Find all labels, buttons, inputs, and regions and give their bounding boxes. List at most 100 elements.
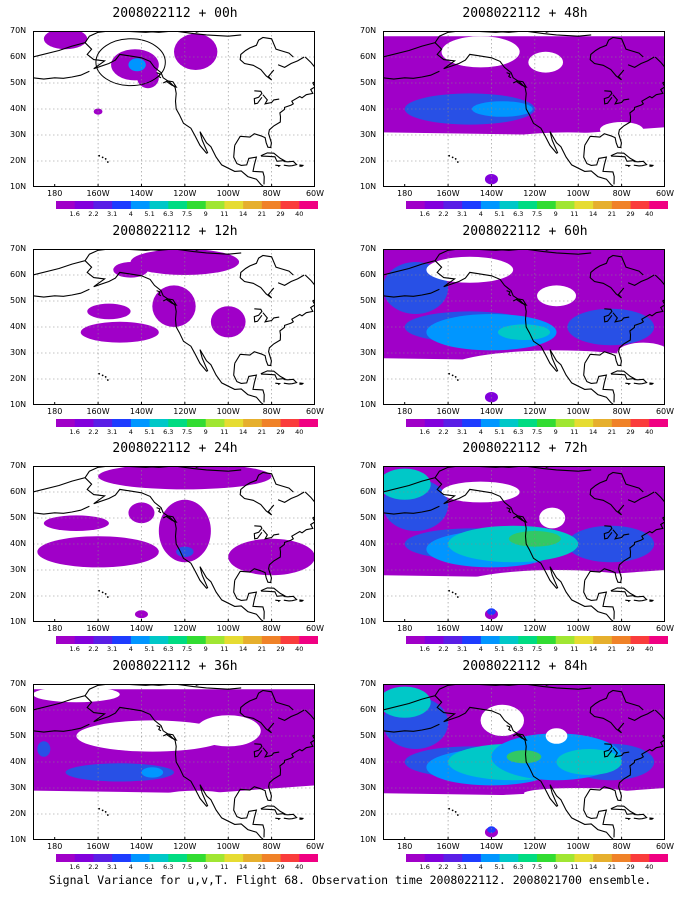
colorbar-label: 5.1 xyxy=(494,645,505,653)
lon-label: 160W xyxy=(86,624,110,633)
lat-label: 50N xyxy=(360,296,377,305)
panel-title: 2008022112 + 72h xyxy=(462,441,588,456)
lat-label: 20N xyxy=(360,156,377,165)
colorbar-label: 5.1 xyxy=(144,210,155,218)
colorbar-label: 9 xyxy=(553,428,558,436)
colorbar-swatch xyxy=(518,854,538,862)
colorbar-label: 9 xyxy=(553,210,558,218)
lat-label: 70N xyxy=(360,679,377,688)
coastlines xyxy=(33,684,315,840)
colorbar-label: 14 xyxy=(589,645,598,653)
colorbar-swatch xyxy=(280,201,300,209)
colorbar-label: 1.6 xyxy=(69,210,80,218)
colorbar-swatch xyxy=(462,854,482,862)
colorbar-swatch xyxy=(406,636,426,644)
lon-label: 120W xyxy=(523,407,547,416)
colorbar-swatch xyxy=(93,419,113,427)
lat-label: 20N xyxy=(360,591,377,600)
colorbar-swatch xyxy=(443,419,463,427)
lon-label: 180 xyxy=(397,407,413,416)
colorbar-swatch xyxy=(112,201,132,209)
colorbar-swatch xyxy=(480,636,501,644)
colorbar-label: 2.2 xyxy=(88,645,99,653)
colorbar-label: 6.3 xyxy=(163,210,174,218)
colorbar xyxy=(56,419,318,427)
colorbar-label: 21 xyxy=(607,645,616,653)
colorbar-swatch xyxy=(649,636,668,644)
colorbar-swatch xyxy=(424,636,444,644)
lon-label: 60W xyxy=(655,407,675,416)
variance-map xyxy=(33,31,315,187)
lat-label: 30N xyxy=(360,348,377,357)
colorbar-swatch xyxy=(168,419,188,427)
lon-label: 160W xyxy=(86,842,110,851)
colorbar-label: 21 xyxy=(257,428,266,436)
lon-label: 160W xyxy=(436,624,460,633)
colorbar-swatch xyxy=(555,854,575,862)
lat-label: 60N xyxy=(10,487,27,496)
variance-region xyxy=(80,321,159,343)
lon-label: 80W xyxy=(262,407,281,416)
lon-label: 180 xyxy=(397,842,413,851)
colorbar-label: 7.5 xyxy=(531,863,543,871)
colorbar-label: 2.2 xyxy=(438,645,449,653)
colorbar-swatch xyxy=(112,636,132,644)
variance-map xyxy=(33,684,315,840)
colorbar xyxy=(406,636,668,644)
colorbar-swatch xyxy=(574,854,594,862)
lon-label: 100W xyxy=(216,624,240,633)
colorbar-swatch xyxy=(187,419,207,427)
lat-label: 30N xyxy=(10,783,27,792)
colorbar-swatch xyxy=(499,636,519,644)
colorbar-label: 6.3 xyxy=(513,863,524,871)
lat-label: 10N xyxy=(10,835,27,844)
figure-caption: Signal Variance for u,v,T. Flight 68. Ob… xyxy=(48,873,652,887)
colorbar-swatch xyxy=(630,419,650,427)
colorbar-label: 6.3 xyxy=(163,428,174,436)
colorbar-swatch xyxy=(630,854,650,862)
lon-label: 180 xyxy=(47,407,63,416)
lat-label: 20N xyxy=(360,809,377,818)
colorbar-swatch xyxy=(593,854,613,862)
colorbar-label: 11 xyxy=(220,645,229,653)
variance-map xyxy=(33,466,315,622)
lon-label: 80W xyxy=(262,624,281,633)
colorbar-swatch xyxy=(243,419,263,427)
colorbar-swatch xyxy=(93,636,113,644)
colorbar-label: 6.3 xyxy=(513,645,524,653)
colorbar-label: 29 xyxy=(276,863,285,871)
colorbar-label: 6.3 xyxy=(163,863,174,871)
colorbar-swatch xyxy=(205,854,225,862)
lon-label: 160W xyxy=(86,407,110,416)
colorbar-swatch xyxy=(537,201,557,209)
colorbar-label: 21 xyxy=(257,645,266,653)
colorbar-label: 1.6 xyxy=(419,210,430,218)
colorbar-label: 4 xyxy=(128,863,133,871)
colorbar-label: 1.6 xyxy=(69,645,80,653)
colorbar-label: 14 xyxy=(239,210,248,218)
colorbar-label: 5.1 xyxy=(494,428,505,436)
colorbar-swatch xyxy=(499,854,519,862)
forecast-panel: 2008022112 + 36h 70N 60N 50N 40N 30N 20N 10N 180… xyxy=(0,653,350,871)
lat-label: 70N xyxy=(10,26,27,35)
variance-region xyxy=(37,536,159,568)
colorbar-label: 11 xyxy=(570,210,579,218)
colorbar-label: 7.5 xyxy=(531,645,543,653)
colorbar-label: 5.1 xyxy=(144,645,155,653)
lat-label: 40N xyxy=(10,322,27,331)
lat-label: 60N xyxy=(360,270,377,279)
lon-label: 140W xyxy=(129,842,154,851)
lon-label: 120W xyxy=(173,407,197,416)
colorbar-swatch xyxy=(480,854,501,862)
colorbar-label: 4 xyxy=(478,210,483,218)
colorbar-label: 5.1 xyxy=(144,863,155,871)
lon-label: 160W xyxy=(86,189,110,198)
lat-label: 20N xyxy=(10,156,27,165)
forecast-panel: 2008022112 + 60h 70N 60N 50N 40N 30N 20N 10N 180… xyxy=(350,218,700,436)
colorbar-swatch xyxy=(130,201,151,209)
variance-region xyxy=(87,303,131,320)
colorbar-label: 9 xyxy=(553,645,558,653)
lat-label: 10N xyxy=(10,617,27,626)
colorbar-swatch xyxy=(56,201,76,209)
colorbar-swatch xyxy=(593,419,613,427)
